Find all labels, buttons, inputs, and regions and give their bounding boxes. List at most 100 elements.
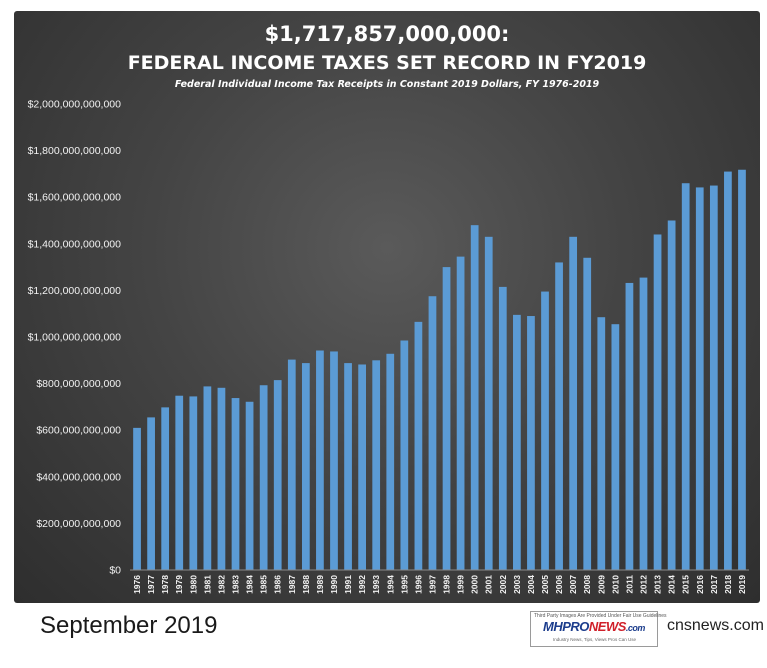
x-tick-label: 1990: [329, 575, 339, 594]
x-tick-label: 1978: [160, 575, 170, 594]
bar-1978: [161, 407, 170, 570]
y-tick-label: $400,000,000,000: [36, 471, 121, 483]
y-tick-label: $600,000,000,000: [36, 425, 121, 437]
x-tick-label: 1983: [231, 575, 241, 594]
x-tick-label: 2013: [653, 575, 663, 594]
bar-1984: [245, 401, 254, 570]
x-tick-label: 1987: [287, 575, 297, 594]
x-tick-label: 2005: [540, 575, 550, 594]
bar-2017: [709, 185, 718, 571]
bar-2002: [498, 286, 507, 570]
x-tick-label: 2004: [526, 575, 536, 594]
x-tick-label: 1977: [146, 575, 156, 594]
bar-2000: [470, 225, 479, 570]
bar-2018: [724, 171, 732, 570]
x-tick-label: 1996: [413, 575, 423, 594]
y-tick-label: $2,000,000,000,000: [28, 99, 122, 111]
bar-2011: [625, 282, 634, 570]
x-tick-label: 1998: [442, 575, 452, 594]
y-tick-label: $1,200,000,000,000: [28, 285, 122, 297]
logo-tagline: Third Party Images Are Provided Under Fa…: [534, 613, 667, 619]
bar-1987: [287, 359, 296, 570]
x-tick-label: 1989: [315, 575, 325, 594]
x-tick-label: 1988: [301, 575, 311, 594]
bar-1976: [133, 427, 141, 570]
x-tick-label: 2018: [723, 575, 733, 594]
bar-1996: [414, 321, 423, 570]
bar-2019: [738, 169, 746, 571]
y-tick-label: $800,000,000,000: [36, 378, 121, 390]
bar-1977: [147, 417, 155, 570]
x-tick-label: 2012: [638, 575, 648, 594]
x-tick-label: 2009: [596, 575, 606, 594]
y-axis: $0 $200,000,000,000 $400,000,000,000 $600,0…: [28, 99, 122, 577]
bar-2006: [555, 262, 563, 570]
bar-2014: [667, 220, 676, 570]
bar-2008: [583, 257, 592, 570]
bar-2001: [484, 236, 493, 570]
x-tick-label: 2015: [681, 575, 691, 594]
bar-1981: [203, 386, 212, 570]
bar-2007: [569, 236, 578, 570]
bar-2009: [597, 317, 606, 570]
x-tick-label: 2019: [737, 575, 747, 594]
x-tick-label: 2001: [484, 575, 494, 594]
y-tick-label: $1,800,000,000,000: [28, 145, 122, 157]
x-tick-label: 1995: [399, 575, 409, 594]
x-tick-label: 1997: [427, 575, 437, 594]
x-tick-label: 2011: [624, 575, 634, 594]
bar-2004: [527, 316, 535, 570]
logo-mh: MH: [543, 619, 563, 634]
bar-1999: [456, 256, 465, 570]
bar-1985: [259, 385, 268, 570]
bar-1990: [330, 351, 338, 570]
bar-1995: [400, 340, 409, 570]
logo-subtitle: Industry News, Tips, Views Pros Can Use: [553, 637, 636, 642]
logo-suffix: .com: [625, 623, 646, 633]
bar-1986: [273, 380, 282, 570]
x-tick-label: 1981: [202, 575, 212, 594]
bar-2013: [653, 234, 662, 571]
x-tick-label: 1982: [216, 575, 226, 594]
chart-subtitle: FEDERAL INCOME TAXES SET RECORD IN FY201…: [128, 52, 647, 74]
chart-description: Federal Individual Income Tax Receipts i…: [175, 79, 600, 90]
bar-2016: [695, 187, 704, 570]
source-credit[interactable]: cnsnews.com: [667, 617, 764, 634]
x-tick-label: 2008: [582, 575, 592, 594]
bars: [133, 169, 746, 571]
x-tick-label: 2006: [554, 575, 564, 594]
x-tick-label: 2003: [512, 575, 522, 594]
date-caption: September 2019: [40, 612, 218, 639]
bar-1988: [301, 363, 310, 570]
x-tick-label: 1984: [245, 575, 255, 594]
x-tick-label: 1979: [174, 575, 184, 594]
bar-1994: [386, 353, 395, 570]
chart-panel: $1,717,857,000,000: FEDERAL INCOME TAXES…: [14, 11, 760, 603]
bar-2010: [611, 324, 620, 570]
bar-1992: [358, 364, 366, 570]
x-tick-label: 1986: [273, 575, 283, 594]
bar-2003: [513, 314, 521, 570]
x-tick-label: 2014: [667, 575, 677, 594]
x-tick-label: 1999: [456, 575, 466, 594]
x-tick-label: 1985: [259, 575, 269, 594]
bar-chart: $1,717,857,000,000: FEDERAL INCOME TAXES…: [28, 22, 749, 594]
y-tick-label: $0: [109, 565, 121, 577]
chart-title: $1,717,857,000,000:: [265, 22, 510, 46]
bar-1993: [372, 360, 381, 570]
y-tick-label: $200,000,000,000: [36, 518, 121, 530]
x-tick-label: 1980: [188, 575, 198, 594]
x-tick-label: 2016: [695, 575, 705, 594]
bar-2012: [639, 277, 648, 570]
x-tick-label: 1993: [371, 575, 381, 594]
x-tick-label: 1976: [132, 575, 142, 594]
logo-wordmark: MHPRONEWS.com: [543, 619, 645, 634]
bar-1982: [217, 387, 226, 570]
x-axis: 1976 1977 1978 1979 1980 1981 1982 1983 1984 1985…: [130, 569, 749, 594]
bar-1991: [344, 363, 352, 570]
x-tick-label: 2002: [498, 575, 508, 594]
x-tick-label: 2007: [568, 575, 578, 594]
y-tick-label: $1,600,000,000,000: [28, 192, 122, 204]
mhpronews-logo[interactable]: Third Party Images Are Provided Under Fa…: [530, 611, 667, 647]
x-tick-label: 2010: [610, 575, 620, 594]
